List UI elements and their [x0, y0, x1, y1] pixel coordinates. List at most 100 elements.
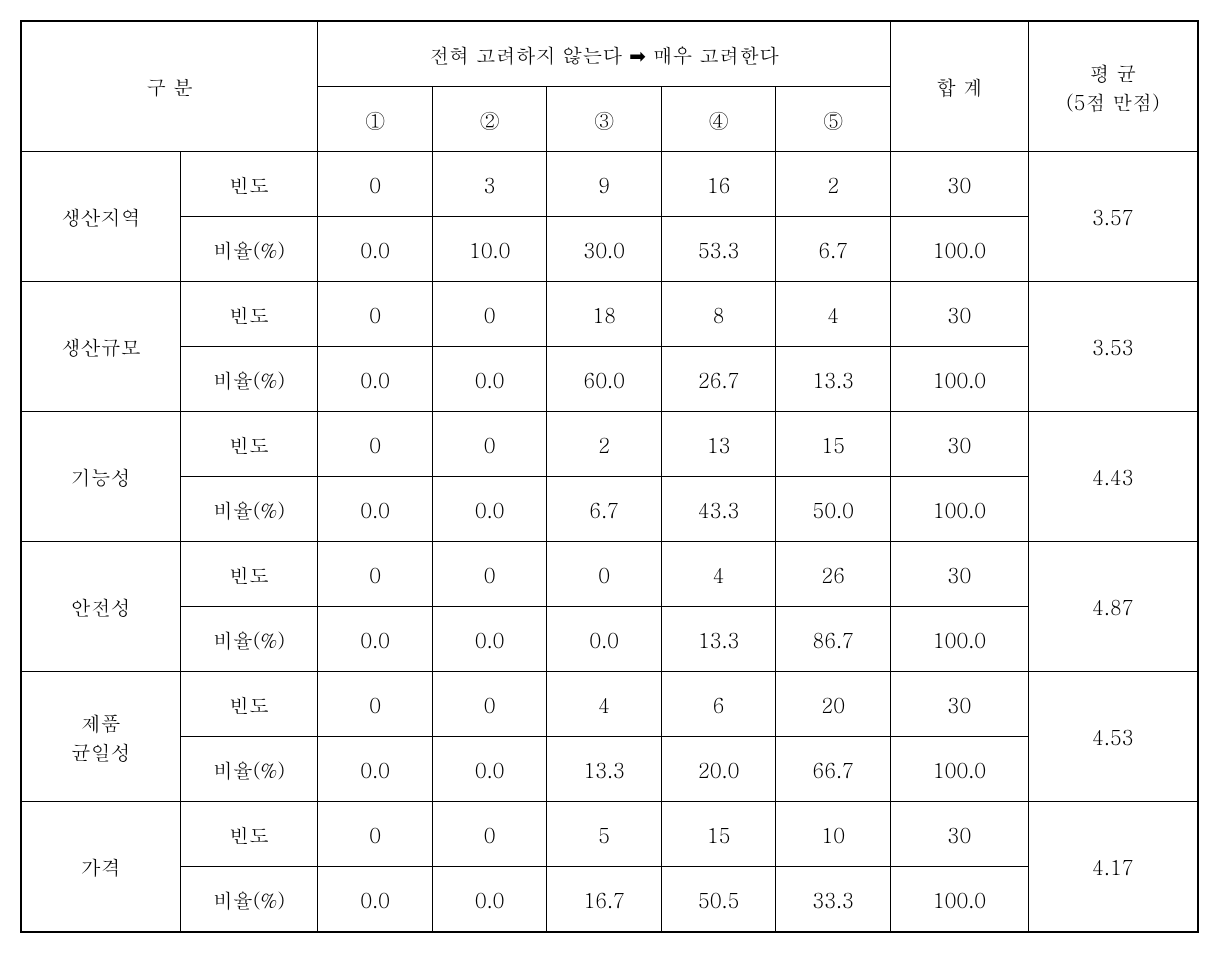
col-header-total: 합 계 [890, 21, 1028, 152]
cell-average: 3.57 [1028, 152, 1198, 282]
cell-pct: 20.0 [661, 737, 776, 802]
cell-pct: 0.0 [432, 477, 547, 542]
row-header: 기능성 [21, 412, 180, 542]
cell-pct: 0.0 [432, 607, 547, 672]
cell-freq: 18 [547, 282, 662, 347]
row-header: 안전성 [21, 542, 180, 672]
cell-freq: 15 [661, 802, 776, 867]
cell-total-freq: 30 [890, 542, 1028, 607]
cell-freq: 0 [318, 802, 433, 867]
cell-pct: 50.5 [661, 867, 776, 933]
cell-total-pct: 100.0 [890, 737, 1028, 802]
cell-freq: 16 [661, 152, 776, 217]
cell-freq: 0 [432, 412, 547, 477]
cell-freq: 10 [776, 802, 891, 867]
cell-pct: 26.7 [661, 347, 776, 412]
cell-freq: 13 [661, 412, 776, 477]
subrow-freq-label: 빈도 [180, 152, 318, 217]
cell-total-freq: 30 [890, 672, 1028, 737]
subrow-freq-label: 빈도 [180, 412, 318, 477]
cell-pct: 13.3 [661, 607, 776, 672]
subrow-pct-label: 비율(%) [180, 737, 318, 802]
cell-pct: 0.0 [432, 867, 547, 933]
cell-pct: 60.0 [547, 347, 662, 412]
cell-freq: 0 [547, 542, 662, 607]
subrow-freq-label: 빈도 [180, 672, 318, 737]
cell-pct: 0.0 [318, 477, 433, 542]
cell-total-pct: 100.0 [890, 607, 1028, 672]
cell-freq: 0 [318, 152, 433, 217]
cell-freq: 2 [547, 412, 662, 477]
cell-average: 4.87 [1028, 542, 1198, 672]
cell-pct: 50.0 [776, 477, 891, 542]
cell-pct: 0.0 [318, 217, 433, 282]
cell-pct: 0.0 [432, 737, 547, 802]
cell-freq: 0 [432, 672, 547, 737]
cell-freq: 3 [432, 152, 547, 217]
cell-total-pct: 100.0 [890, 477, 1028, 542]
cell-average: 4.53 [1028, 672, 1198, 802]
cell-total-freq: 30 [890, 282, 1028, 347]
cell-freq: 0 [318, 282, 433, 347]
col-header-scale-4: ④ [661, 87, 776, 152]
cell-pct: 53.3 [661, 217, 776, 282]
col-header-scale-2: ② [432, 87, 547, 152]
cell-pct: 0.0 [318, 867, 433, 933]
cell-pct: 66.7 [776, 737, 891, 802]
cell-freq: 8 [661, 282, 776, 347]
cell-freq: 0 [432, 282, 547, 347]
cell-total-freq: 30 [890, 802, 1028, 867]
col-header-scale-1: ① [318, 87, 433, 152]
cell-total-freq: 30 [890, 152, 1028, 217]
cell-pct: 43.3 [661, 477, 776, 542]
subrow-pct-label: 비율(%) [180, 867, 318, 933]
cell-freq: 0 [432, 802, 547, 867]
subrow-pct-label: 비율(%) [180, 607, 318, 672]
row-header: 가격 [21, 802, 180, 933]
row-header: 생산지역 [21, 152, 180, 282]
subrow-pct-label: 비율(%) [180, 217, 318, 282]
col-header-average: 평 균(5점 만점) [1028, 21, 1198, 152]
cell-freq: 26 [776, 542, 891, 607]
col-header-category: 구 분 [21, 21, 318, 152]
cell-total-freq: 30 [890, 412, 1028, 477]
cell-average: 4.43 [1028, 412, 1198, 542]
cell-pct: 13.3 [776, 347, 891, 412]
cell-freq: 4 [661, 542, 776, 607]
col-header-scale-3: ③ [547, 87, 662, 152]
cell-freq: 9 [547, 152, 662, 217]
cell-pct: 6.7 [547, 477, 662, 542]
cell-pct: 0.0 [547, 607, 662, 672]
subrow-pct-label: 비율(%) [180, 477, 318, 542]
subrow-freq-label: 빈도 [180, 542, 318, 607]
cell-freq: 20 [776, 672, 891, 737]
cell-average: 3.53 [1028, 282, 1198, 412]
cell-pct: 13.3 [547, 737, 662, 802]
cell-pct: 86.7 [776, 607, 891, 672]
cell-pct: 10.0 [432, 217, 547, 282]
cell-freq: 0 [318, 672, 433, 737]
cell-pct: 6.7 [776, 217, 891, 282]
subrow-pct-label: 비율(%) [180, 347, 318, 412]
cell-total-pct: 100.0 [890, 867, 1028, 933]
col-header-scale-5: ⑤ [776, 87, 891, 152]
cell-freq: 0 [318, 412, 433, 477]
cell-pct: 0.0 [432, 347, 547, 412]
cell-freq: 6 [661, 672, 776, 737]
cell-average: 4.17 [1028, 802, 1198, 933]
cell-pct: 0.0 [318, 737, 433, 802]
cell-freq: 4 [547, 672, 662, 737]
col-header-scale-title: 전혀 고려하지 않는다 ➡ 매우 고려한다 [318, 21, 891, 87]
cell-freq: 2 [776, 152, 891, 217]
cell-pct: 0.0 [318, 607, 433, 672]
cell-pct: 33.3 [776, 867, 891, 933]
cell-freq: 15 [776, 412, 891, 477]
row-header: 생산규모 [21, 282, 180, 412]
cell-freq: 5 [547, 802, 662, 867]
subrow-freq-label: 빈도 [180, 802, 318, 867]
likert-table: 구 분전혀 고려하지 않는다 ➡ 매우 고려한다합 계평 균(5점 만점) ①②③… [20, 20, 1199, 933]
subrow-freq-label: 빈도 [180, 282, 318, 347]
cell-freq: 0 [432, 542, 547, 607]
cell-pct: 16.7 [547, 867, 662, 933]
cell-pct: 0.0 [318, 347, 433, 412]
